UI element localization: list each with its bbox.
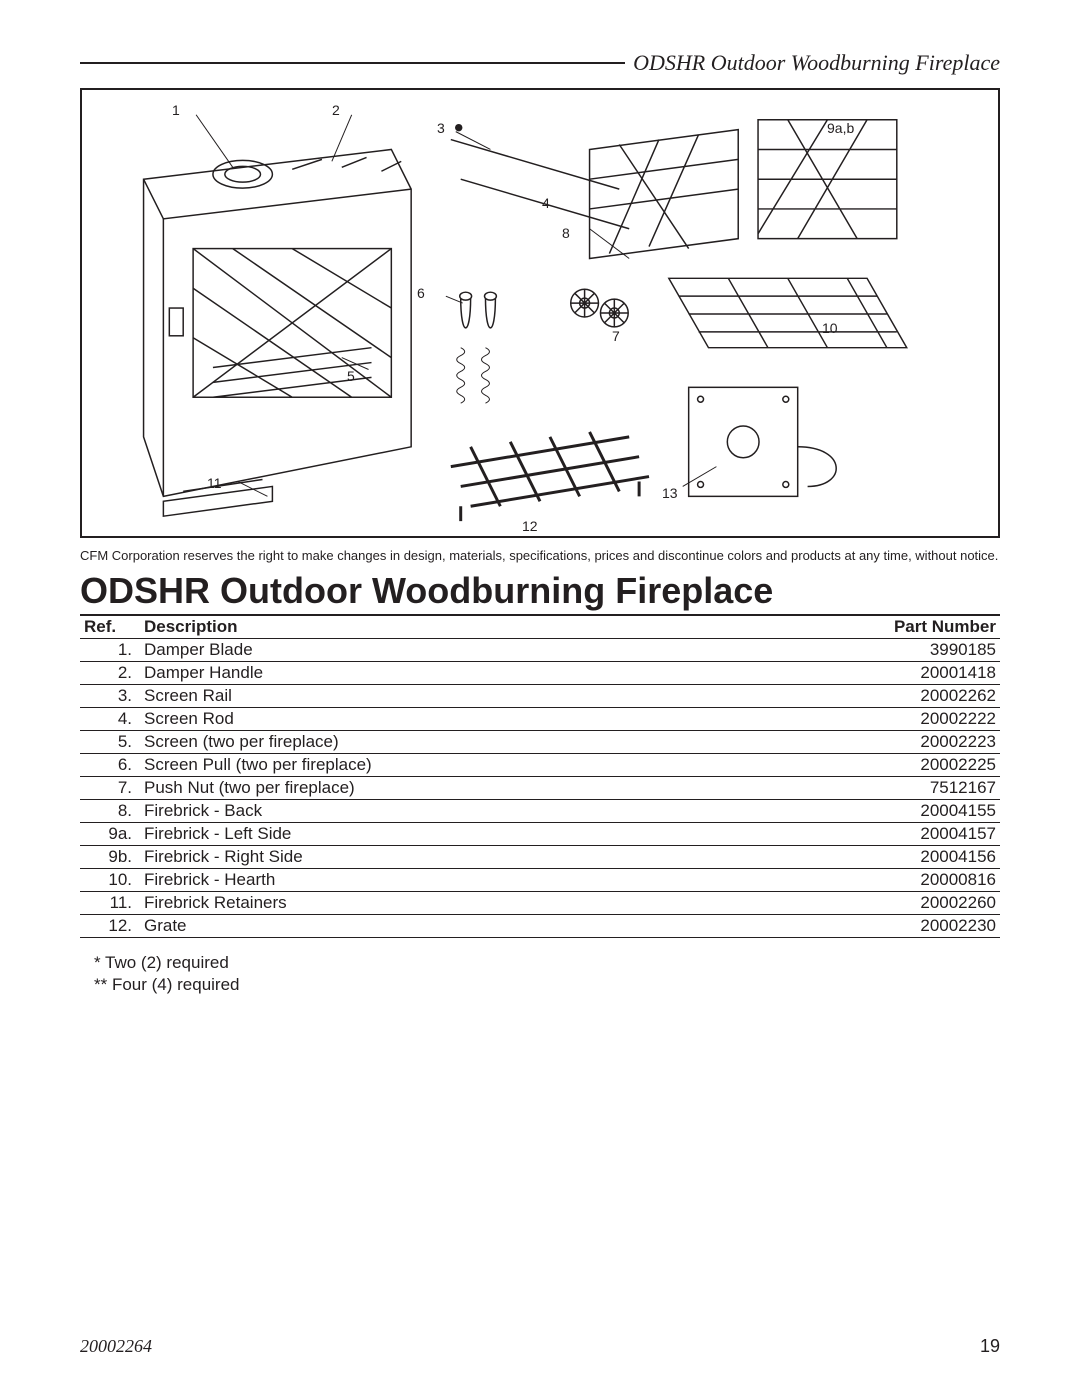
parts-table-body: 1.Damper Blade39901852.Damper Handle2000…	[80, 638, 1000, 937]
table-row: 1.Damper Blade3990185	[80, 638, 1000, 661]
table-header-desc: Description	[140, 615, 852, 639]
table-cell-desc: Screen Pull (two per fireplace)	[140, 753, 852, 776]
parts-diagram: 123456789a,b10111213	[80, 88, 1000, 538]
diagram-callout-label: 3	[437, 120, 445, 136]
header-rule-line	[80, 62, 625, 64]
table-cell-part: 20000816	[852, 868, 1000, 891]
table-row: 2.Damper Handle20001418	[80, 661, 1000, 684]
table-cell-desc: Screen Rod	[140, 707, 852, 730]
table-cell-part: 20002230	[852, 914, 1000, 937]
table-cell-part: 20002225	[852, 753, 1000, 776]
table-row: 8.Firebrick - Back20004155	[80, 799, 1000, 822]
table-row: 5.Screen (two per fireplace)20002223	[80, 730, 1000, 753]
table-cell-ref: 10.	[80, 868, 140, 891]
table-row: 9a.Firebrick - Left Side20004157	[80, 822, 1000, 845]
diagram-callout-label: 9a,b	[827, 120, 854, 136]
table-row: 11.Firebrick Retainers20002260	[80, 891, 1000, 914]
table-cell-ref: 4.	[80, 707, 140, 730]
table-header-ref: Ref.	[80, 615, 140, 639]
table-cell-desc: Firebrick - Left Side	[140, 822, 852, 845]
table-cell-ref: 2.	[80, 661, 140, 684]
table-cell-desc: Screen Rail	[140, 684, 852, 707]
diagram-callout-label: 8	[562, 225, 570, 241]
table-cell-ref: 6.	[80, 753, 140, 776]
diagram-callout-label: 2	[332, 102, 340, 118]
table-cell-ref: 9b.	[80, 845, 140, 868]
page: ODSHR Outdoor Woodburning Fireplace	[0, 0, 1080, 1397]
parts-table: Ref. Description Part Number 1.Damper Bl…	[80, 614, 1000, 938]
table-cell-desc: Grate	[140, 914, 852, 937]
table-cell-part: 3990185	[852, 638, 1000, 661]
table-cell-desc: Firebrick - Back	[140, 799, 852, 822]
table-row: 3.Screen Rail20002262	[80, 684, 1000, 707]
main-title: ODSHR Outdoor Woodburning Fireplace	[80, 570, 1000, 612]
table-cell-ref: 7.	[80, 776, 140, 799]
table-cell-ref: 12.	[80, 914, 140, 937]
footer-page-number: 19	[980, 1336, 1000, 1357]
table-cell-part: 20001418	[852, 661, 1000, 684]
table-cell-desc: Screen (two per fireplace)	[140, 730, 852, 753]
parts-diagram-svg	[82, 90, 998, 536]
table-cell-part: 7512167	[852, 776, 1000, 799]
footnote-line: * Two (2) required	[80, 952, 1000, 974]
table-cell-ref: 8.	[80, 799, 140, 822]
table-header-part: Part Number	[852, 615, 1000, 639]
footnotes: * Two (2) required** Four (4) required	[80, 952, 1000, 996]
footnote-line: ** Four (4) required	[80, 974, 1000, 996]
header-title: ODSHR Outdoor Woodburning Fireplace	[633, 50, 1000, 76]
table-cell-part: 20004155	[852, 799, 1000, 822]
table-cell-desc: Firebrick - Right Side	[140, 845, 852, 868]
table-cell-ref: 1.	[80, 638, 140, 661]
table-cell-ref: 11.	[80, 891, 140, 914]
diagram-callout-label: 12	[522, 518, 538, 534]
table-cell-part: 20002223	[852, 730, 1000, 753]
table-cell-ref: 5.	[80, 730, 140, 753]
table-cell-desc: Firebrick - Hearth	[140, 868, 852, 891]
table-cell-desc: Damper Handle	[140, 661, 852, 684]
disclaimer-text: CFM Corporation reserves the right to ma…	[80, 548, 1000, 564]
table-row: 4.Screen Rod20002222	[80, 707, 1000, 730]
table-cell-desc: Push Nut (two per fireplace)	[140, 776, 852, 799]
diagram-callout-label: 10	[822, 320, 838, 336]
diagram-callout-label: 13	[662, 485, 678, 501]
table-cell-part: 20004157	[852, 822, 1000, 845]
table-row: 6.Screen Pull (two per fireplace)2000222…	[80, 753, 1000, 776]
table-header-row: Ref. Description Part Number	[80, 615, 1000, 639]
diagram-callout-label: 4	[542, 195, 550, 211]
diagram-callout-label: 1	[172, 102, 180, 118]
table-cell-part: 20002262	[852, 684, 1000, 707]
page-footer: 20002264 19	[80, 1336, 1000, 1357]
diagram-callout-label: 6	[417, 285, 425, 301]
diagram-callout-label: 7	[612, 328, 620, 344]
diagram-callout-label: 11	[207, 475, 222, 491]
table-cell-part: 20002222	[852, 707, 1000, 730]
table-cell-ref: 3.	[80, 684, 140, 707]
table-row: 7.Push Nut (two per fireplace)7512167	[80, 776, 1000, 799]
footer-document-number: 20002264	[80, 1336, 152, 1357]
table-cell-ref: 9a.	[80, 822, 140, 845]
table-cell-desc: Firebrick Retainers	[140, 891, 852, 914]
header: ODSHR Outdoor Woodburning Fireplace	[80, 50, 1000, 76]
table-row: 12.Grate20002230	[80, 914, 1000, 937]
table-cell-part: 20004156	[852, 845, 1000, 868]
table-cell-part: 20002260	[852, 891, 1000, 914]
diagram-callout-label: 5	[347, 368, 355, 384]
table-row: 9b.Firebrick - Right Side20004156	[80, 845, 1000, 868]
table-cell-desc: Damper Blade	[140, 638, 852, 661]
table-row: 10.Firebrick - Hearth20000816	[80, 868, 1000, 891]
